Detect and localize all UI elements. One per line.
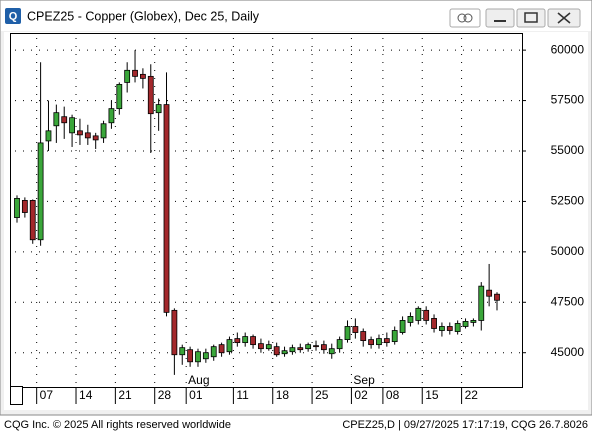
candle-body — [470, 320, 477, 323]
candle-body — [344, 326, 351, 340]
candle-body — [431, 318, 437, 329]
candle-body — [132, 69, 138, 77]
candle-body — [439, 326, 445, 331]
x-tick-label: 18 — [276, 388, 290, 402]
y-tick-label: 52500 — [551, 194, 585, 208]
y-tick-label: 50000 — [551, 244, 585, 258]
app-icon-glyph: Q — [9, 10, 18, 22]
minimize-button[interactable] — [485, 8, 515, 28]
candle-body — [297, 347, 304, 351]
candle-body — [265, 344, 272, 350]
candle-body — [289, 347, 296, 353]
candle-body — [383, 338, 390, 344]
footer-right: CPEZ25,D | 09/27/2025 17:17:19, CQG 26.7… — [342, 419, 588, 431]
candle-body — [155, 104, 162, 114]
candle-body — [446, 326, 453, 331]
footer-left: CQG Inc. © 2025 All rights reserved worl… — [4, 419, 231, 431]
candle-body — [305, 344, 312, 350]
candle-body — [328, 348, 335, 355]
x-tick-label: 02 — [354, 388, 368, 402]
candle-body — [84, 132, 91, 139]
x-tick-label: 08 — [386, 388, 400, 402]
x-tick-label: 11 — [236, 388, 249, 402]
chart-area — [4, 32, 588, 410]
candle-body — [210, 346, 217, 358]
y-tick-label: 60000 — [551, 42, 585, 56]
candle-body — [273, 346, 280, 356]
candle-body — [258, 343, 264, 350]
x-tick-label: 21 — [118, 388, 132, 402]
candle-body — [242, 336, 249, 344]
y-tick-label: 55000 — [551, 143, 585, 157]
month-label: Aug — [188, 373, 209, 387]
maximize-icon — [524, 12, 538, 23]
x-tick-label: 01 — [189, 388, 203, 402]
candle-body — [61, 116, 68, 124]
y-tick-label: 57500 — [551, 93, 585, 107]
candle-body — [69, 117, 75, 134]
candle-body — [462, 321, 469, 327]
candle-body — [124, 69, 131, 83]
candle-body — [281, 350, 288, 355]
candle-body — [202, 352, 209, 360]
link-icon — [463, 13, 473, 23]
candle-body — [415, 307, 422, 321]
candle-body — [77, 130, 83, 136]
x-tick-label: 25 — [315, 388, 329, 402]
candle-body — [376, 338, 382, 346]
candle-body — [391, 330, 398, 343]
candle-body — [399, 320, 406, 333]
candle-body — [21, 200, 28, 213]
month-label: Sep — [353, 373, 375, 387]
app-icon — [5, 8, 21, 24]
candle-body — [92, 135, 99, 141]
candle-body — [368, 339, 374, 346]
y-tick-label: 47500 — [551, 294, 585, 308]
link-button[interactable] — [449, 8, 481, 28]
x-tick-label: 22 — [465, 388, 479, 402]
candle-body — [360, 331, 367, 342]
x-tick-label: 07 — [40, 388, 54, 402]
candle-body — [454, 323, 461, 332]
x-tick-label: 14 — [79, 388, 93, 402]
candle-body — [313, 345, 319, 348]
x-tick-label: 15 — [425, 388, 439, 402]
candle-body — [486, 289, 493, 297]
y-tick-label: 45000 — [551, 345, 585, 359]
candle-body — [147, 75, 154, 115]
candle-body — [195, 351, 201, 363]
candle-body — [250, 336, 256, 346]
candle-body — [320, 344, 327, 351]
candle-body — [116, 84, 123, 110]
scroll-box[interactable] — [10, 386, 23, 405]
maximize-button[interactable] — [516, 8, 546, 28]
candle-body — [108, 108, 115, 124]
candle-body — [478, 285, 485, 321]
plot-frame — [10, 33, 523, 388]
candle-body — [179, 347, 186, 356]
candle-body — [407, 315, 414, 323]
candle-body — [45, 130, 52, 142]
candle-body — [187, 349, 194, 363]
candle-body — [14, 197, 20, 218]
candle-body — [53, 112, 60, 127]
candle-body — [29, 200, 36, 241]
candle-body — [218, 344, 225, 354]
candle-body — [494, 293, 500, 301]
link-icon — [457, 13, 467, 23]
candle-body — [352, 326, 359, 333]
window-title: CPEZ25 - Copper (Globex), Dec 25, Daily — [27, 9, 260, 23]
candle-body — [234, 338, 241, 344]
candle-body — [140, 73, 146, 79]
candle-body — [226, 339, 233, 353]
candle-body — [336, 339, 343, 350]
candle-body — [100, 123, 107, 139]
candle-body — [171, 309, 178, 356]
close-icon — [557, 12, 571, 24]
candle-body — [37, 142, 44, 241]
candle-body — [423, 309, 430, 321]
candle-body — [163, 104, 170, 313]
x-tick-label: 28 — [158, 388, 172, 402]
